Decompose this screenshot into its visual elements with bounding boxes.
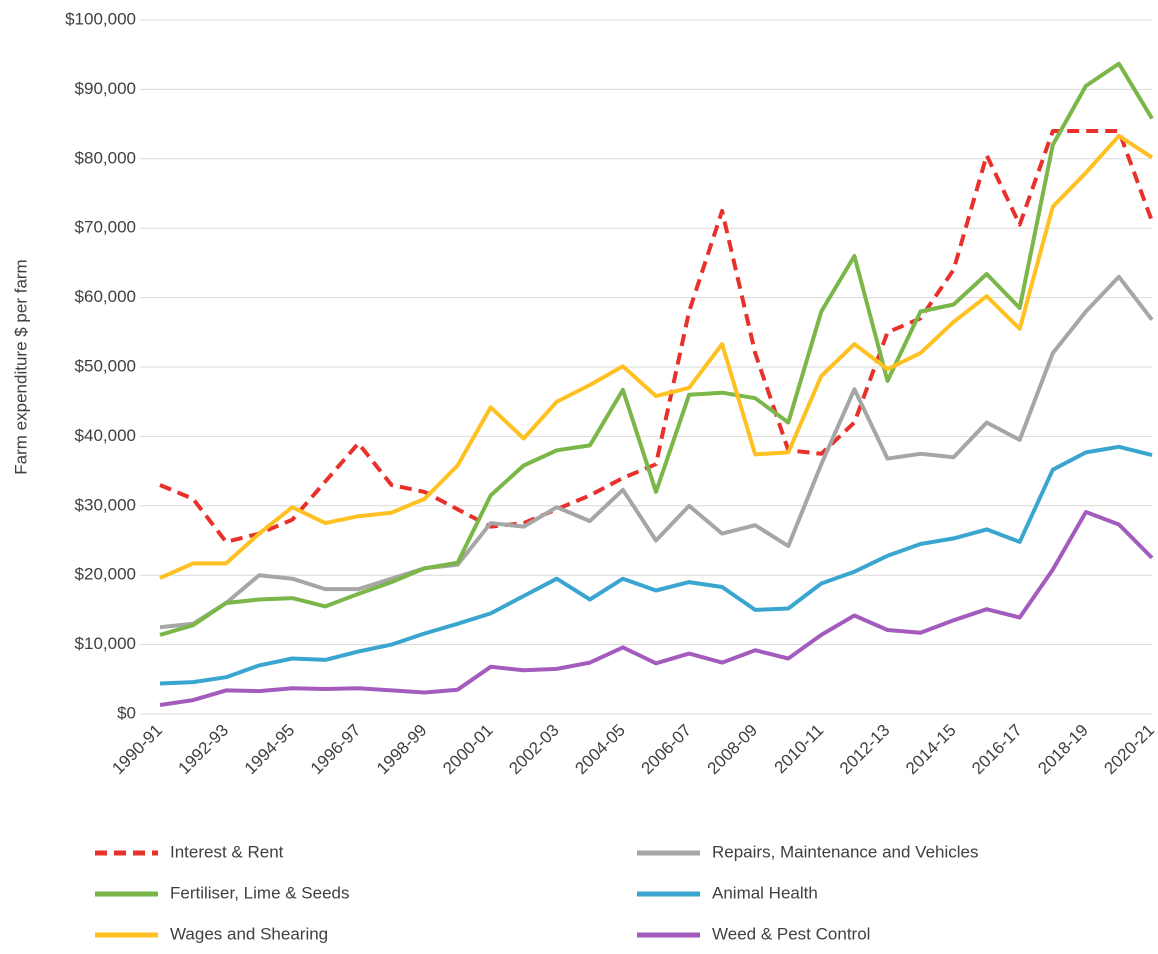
x-tick-label: 2000-01 bbox=[439, 721, 497, 779]
y-tick-label: $30,000 bbox=[75, 495, 136, 514]
legend-label: Animal Health bbox=[712, 883, 818, 902]
legend-label: Weed & Pest Control bbox=[712, 924, 870, 943]
x-tick-label: 1998-99 bbox=[373, 721, 431, 779]
series-line bbox=[159, 510, 1154, 707]
x-tick-label: 1990-91 bbox=[108, 721, 166, 779]
y-tick-label: $90,000 bbox=[75, 79, 136, 98]
series-line bbox=[159, 133, 1154, 580]
y-tick-label: $60,000 bbox=[75, 287, 136, 306]
series-line bbox=[159, 61, 1154, 637]
y-axis-label: Farm expenditure $ per farm bbox=[11, 259, 30, 474]
x-tick-label: 2016-17 bbox=[968, 721, 1026, 779]
legend-label: Interest & Rent bbox=[170, 842, 284, 861]
y-tick-label: $10,000 bbox=[75, 634, 136, 653]
y-tick-label: $100,000 bbox=[65, 9, 136, 28]
x-tick-label: 2004-05 bbox=[571, 721, 629, 779]
x-tick-label: 1992-93 bbox=[175, 721, 233, 779]
x-tick-label: 2012-13 bbox=[836, 721, 894, 779]
series-line bbox=[159, 444, 1153, 686]
x-tick-label: 2008-09 bbox=[704, 721, 762, 779]
y-tick-label: $20,000 bbox=[75, 565, 136, 584]
x-tick-label: 1994-95 bbox=[241, 721, 299, 779]
legend-label: Repairs, Maintenance and Vehicles bbox=[712, 842, 979, 861]
x-tick-label: 2018-19 bbox=[1034, 721, 1092, 779]
y-tick-label: $50,000 bbox=[75, 356, 136, 375]
series-line bbox=[159, 129, 1154, 544]
x-tick-label: 2002-03 bbox=[505, 721, 563, 779]
x-tick-label: 2014-15 bbox=[902, 721, 960, 779]
x-tick-label: 1996-97 bbox=[307, 721, 365, 779]
y-tick-label: $80,000 bbox=[75, 148, 136, 167]
legend-label: Wages and Shearing bbox=[170, 924, 328, 943]
x-tick-label: 2020-21 bbox=[1100, 721, 1158, 779]
y-tick-label: $70,000 bbox=[75, 218, 136, 237]
x-tick-label: 2006-07 bbox=[638, 721, 696, 779]
y-tick-label: $0 bbox=[117, 703, 136, 722]
x-tick-label: 2010-11 bbox=[771, 721, 828, 778]
legend-label: Fertiliser, Lime & Seeds bbox=[170, 883, 350, 902]
series-line bbox=[159, 274, 1154, 630]
y-tick-label: $40,000 bbox=[75, 426, 136, 445]
